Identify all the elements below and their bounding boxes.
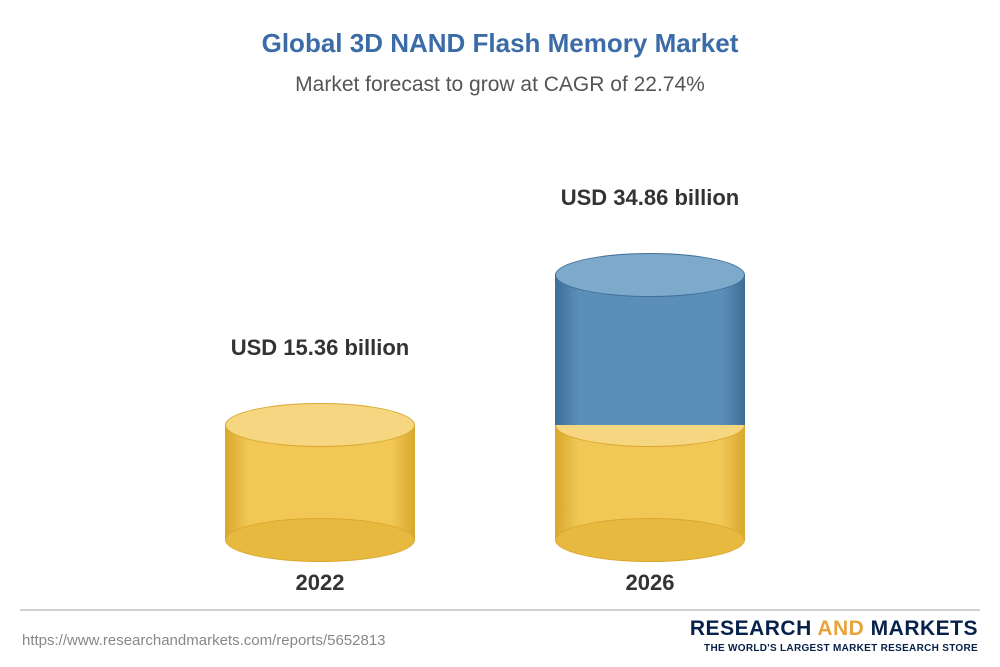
brand-tagline: THE WORLD'S LARGEST MARKET RESEARCH STOR… (690, 643, 978, 654)
brand-logo-text: RESEARCH AND MARKETS (690, 617, 978, 641)
brand-word-markets: MARKETS (871, 617, 978, 640)
brand-word-research: RESEARCH (690, 617, 812, 640)
chart-subtitle: Market forecast to grow at CAGR of 22.74… (0, 59, 1000, 97)
cylinder-bar-2022: USD 15.36 billion2022 (225, 130, 415, 590)
cylinder-top (225, 403, 415, 447)
cylinder-bottom (225, 518, 415, 562)
footer-brand: RESEARCH AND MARKETS THE WORLD'S LARGEST… (690, 617, 978, 654)
brand-word-and: AND (817, 617, 864, 640)
bar-year-label: 2026 (555, 570, 745, 596)
chart-area: USD 15.36 billion2022USD 34.86 billion20… (0, 130, 1000, 570)
cylinder-bottom (555, 518, 745, 562)
footer-divider (20, 609, 980, 611)
cylinder-bar-2026: USD 34.86 billion2026 (555, 130, 745, 590)
bar-value-label: USD 15.36 billion (190, 335, 450, 361)
bar-value-label: USD 34.86 billion (520, 185, 780, 211)
cylinder-segment (555, 275, 745, 425)
footer: https://www.researchandmarkets.com/repor… (0, 609, 1000, 667)
bar-year-label: 2022 (225, 570, 415, 596)
cylinder-top (555, 253, 745, 297)
footer-url: https://www.researchandmarkets.com/repor… (22, 632, 386, 649)
chart-title: Global 3D NAND Flash Memory Market (0, 0, 1000, 59)
